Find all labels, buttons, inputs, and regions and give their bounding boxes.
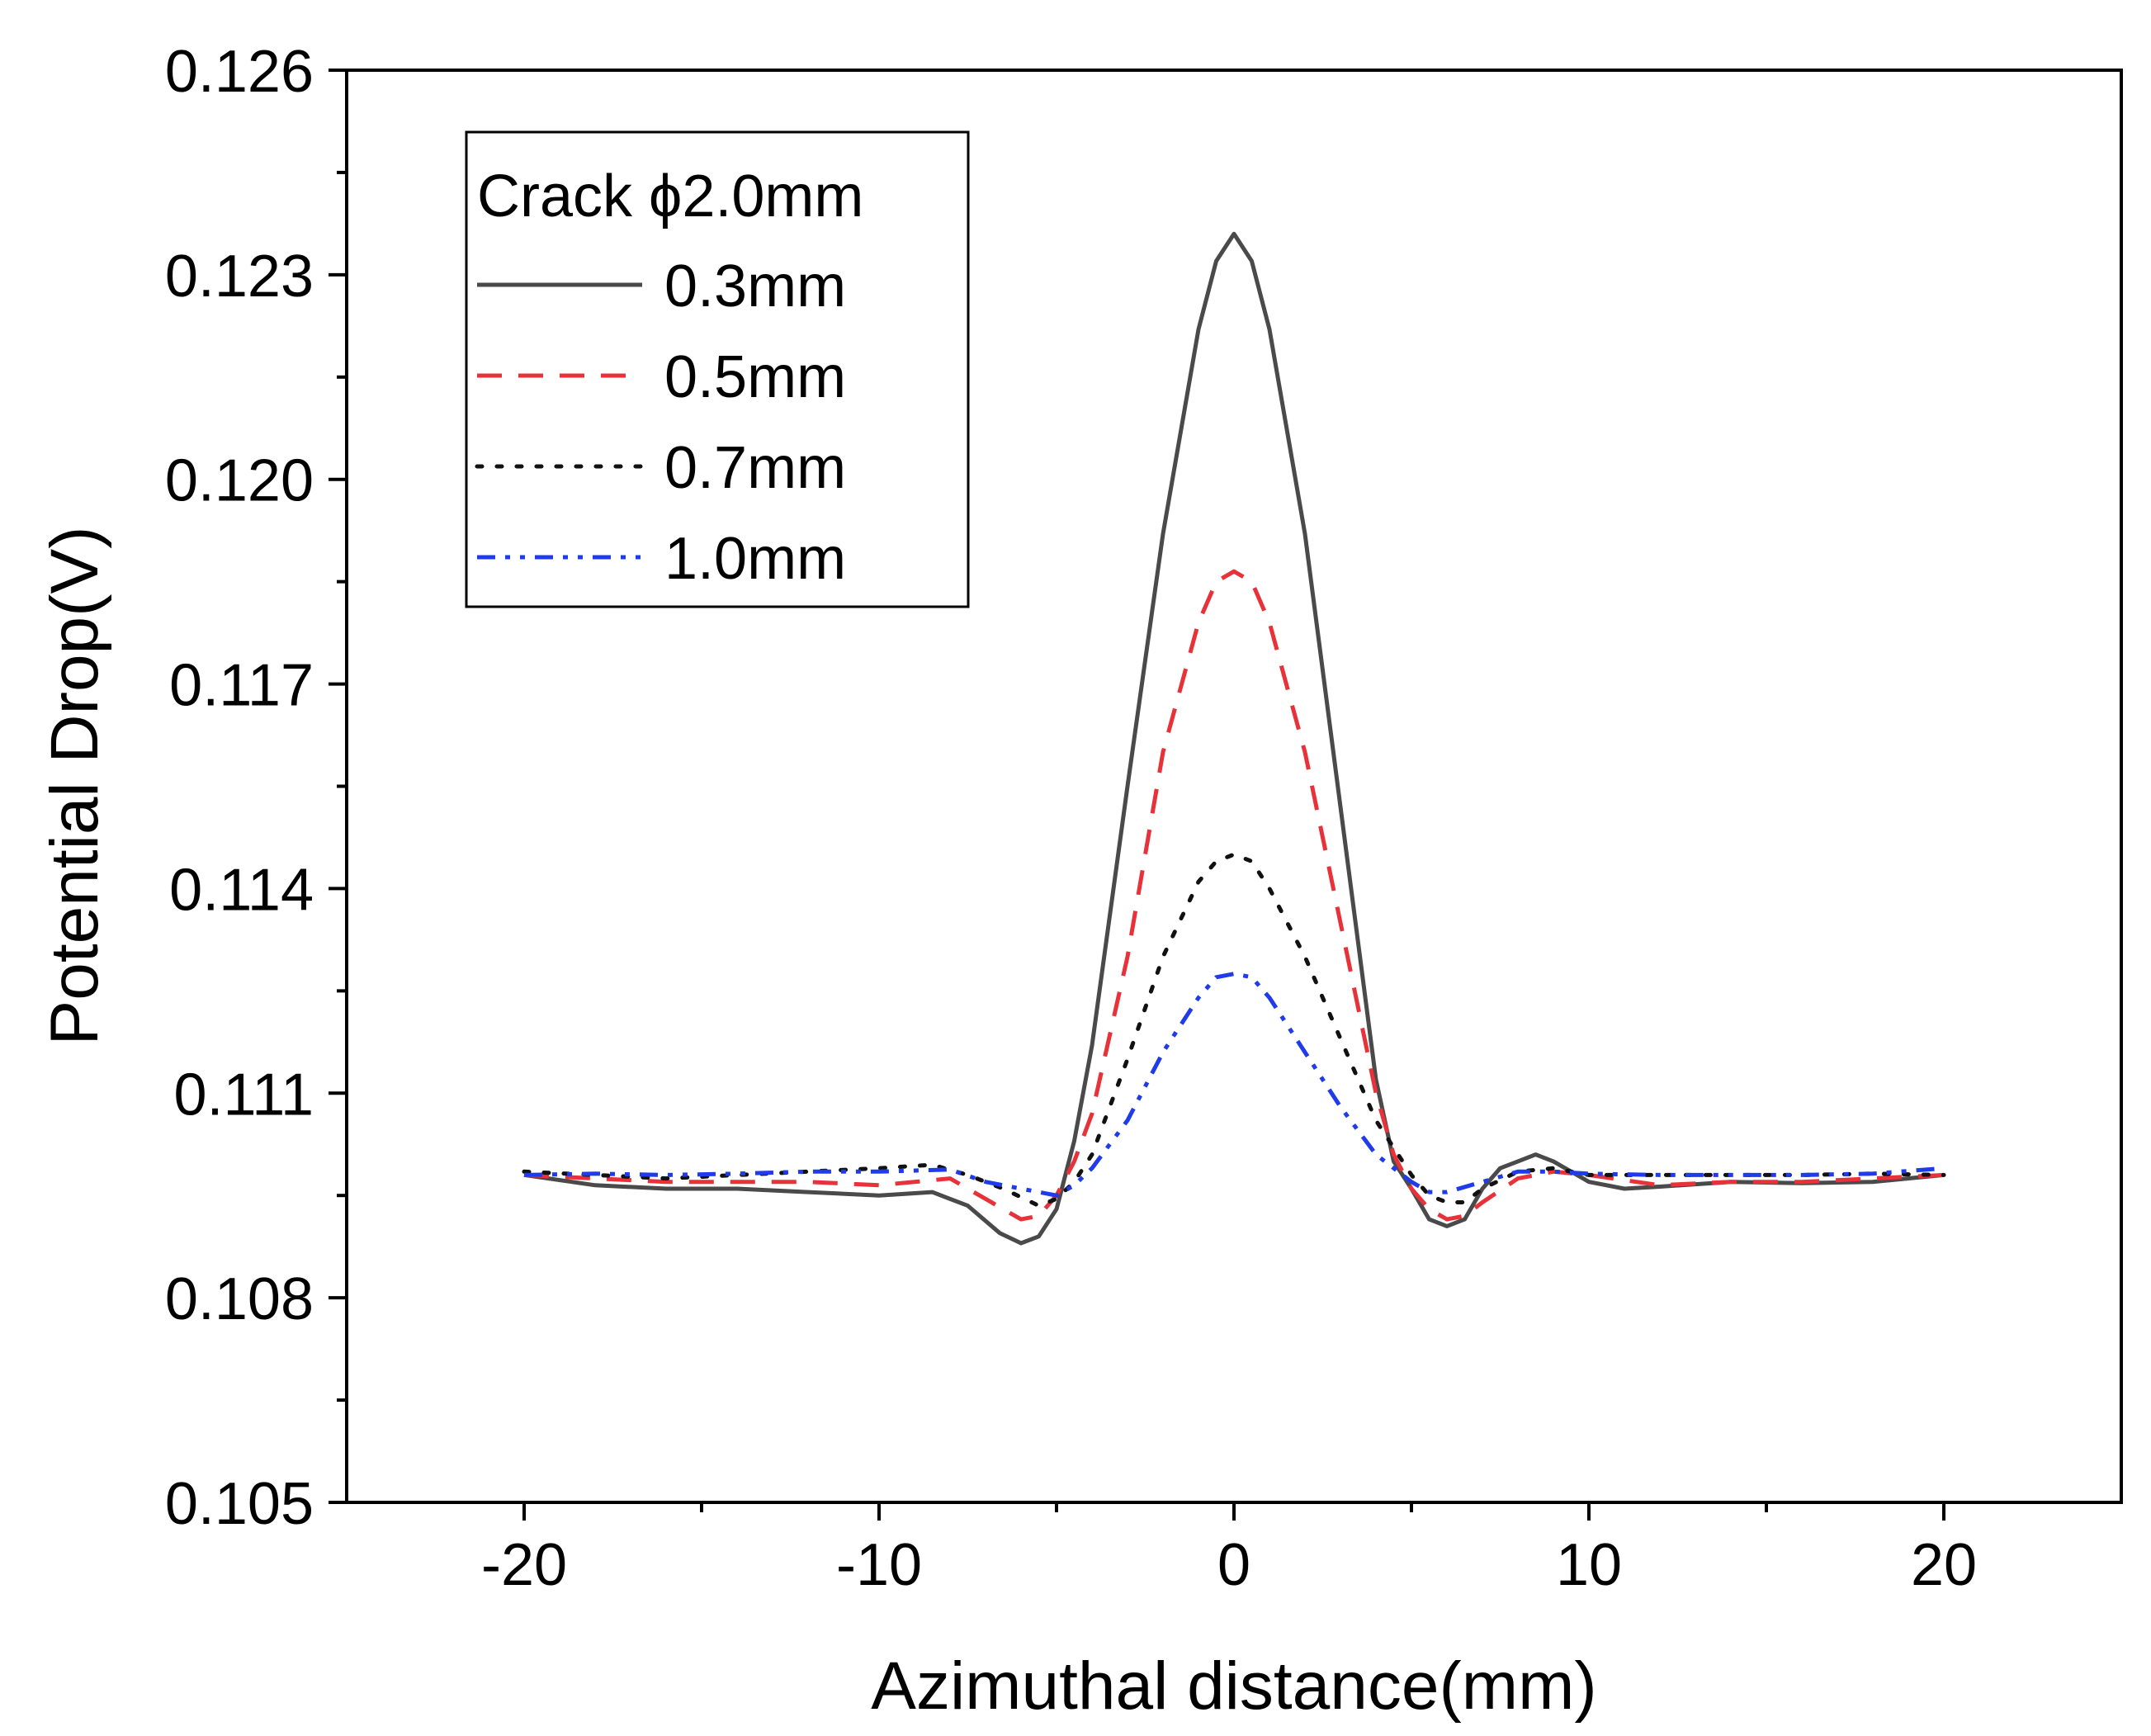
series-line-4: [523, 972, 1945, 1198]
x-axis-label: Azimuthal distance(mm): [871, 1648, 1596, 1724]
x-tick-label: 0: [1217, 1532, 1250, 1598]
legend-box: [465, 130, 970, 608]
x-axis: -20 -10 0 10 20: [481, 1502, 1977, 1598]
legend-label: 0.5mm: [664, 344, 846, 410]
y-tick-label: 0.105: [165, 1471, 314, 1537]
x-tick-label: 10: [1556, 1532, 1622, 1598]
y-tick-label: 0.123: [165, 244, 314, 310]
y-axis-label: Potential Drop(V): [37, 527, 112, 1046]
y-tick-label: 0.114: [169, 857, 314, 923]
plot-area: [522, 231, 1946, 1246]
legend-label: 0.7mm: [664, 435, 846, 501]
series-line-1: [523, 231, 1945, 1246]
y-tick-label: 0.108: [165, 1266, 314, 1332]
legend-label: 1.0mm: [664, 526, 846, 592]
y-tick-label: 0.111: [174, 1062, 314, 1128]
series-line-3: [522, 852, 1946, 1209]
legend: Crack ϕ2.0mm 0.3mm 0.5mm 0.7mm 1.0mm: [465, 130, 970, 608]
legend-title: Crack ϕ2.0mm: [477, 163, 863, 229]
x-tick-label: -10: [836, 1532, 922, 1598]
series-line-2: [523, 569, 1945, 1222]
x-tick-label: -20: [481, 1532, 567, 1598]
y-tick-label: 0.120: [165, 448, 314, 514]
legend-items: 0.3mm 0.5mm 0.7mm 1.0mm: [475, 253, 846, 592]
y-tick-label: 0.117: [169, 653, 314, 719]
legend-label: 0.3mm: [664, 253, 846, 319]
x-tick-label: 20: [1911, 1532, 1977, 1598]
y-axis: 0.105 0.108 0.111 0.114 0.117 0.120 0.123 0.126: [165, 39, 347, 1537]
y-tick-label: 0.126: [165, 39, 314, 105]
